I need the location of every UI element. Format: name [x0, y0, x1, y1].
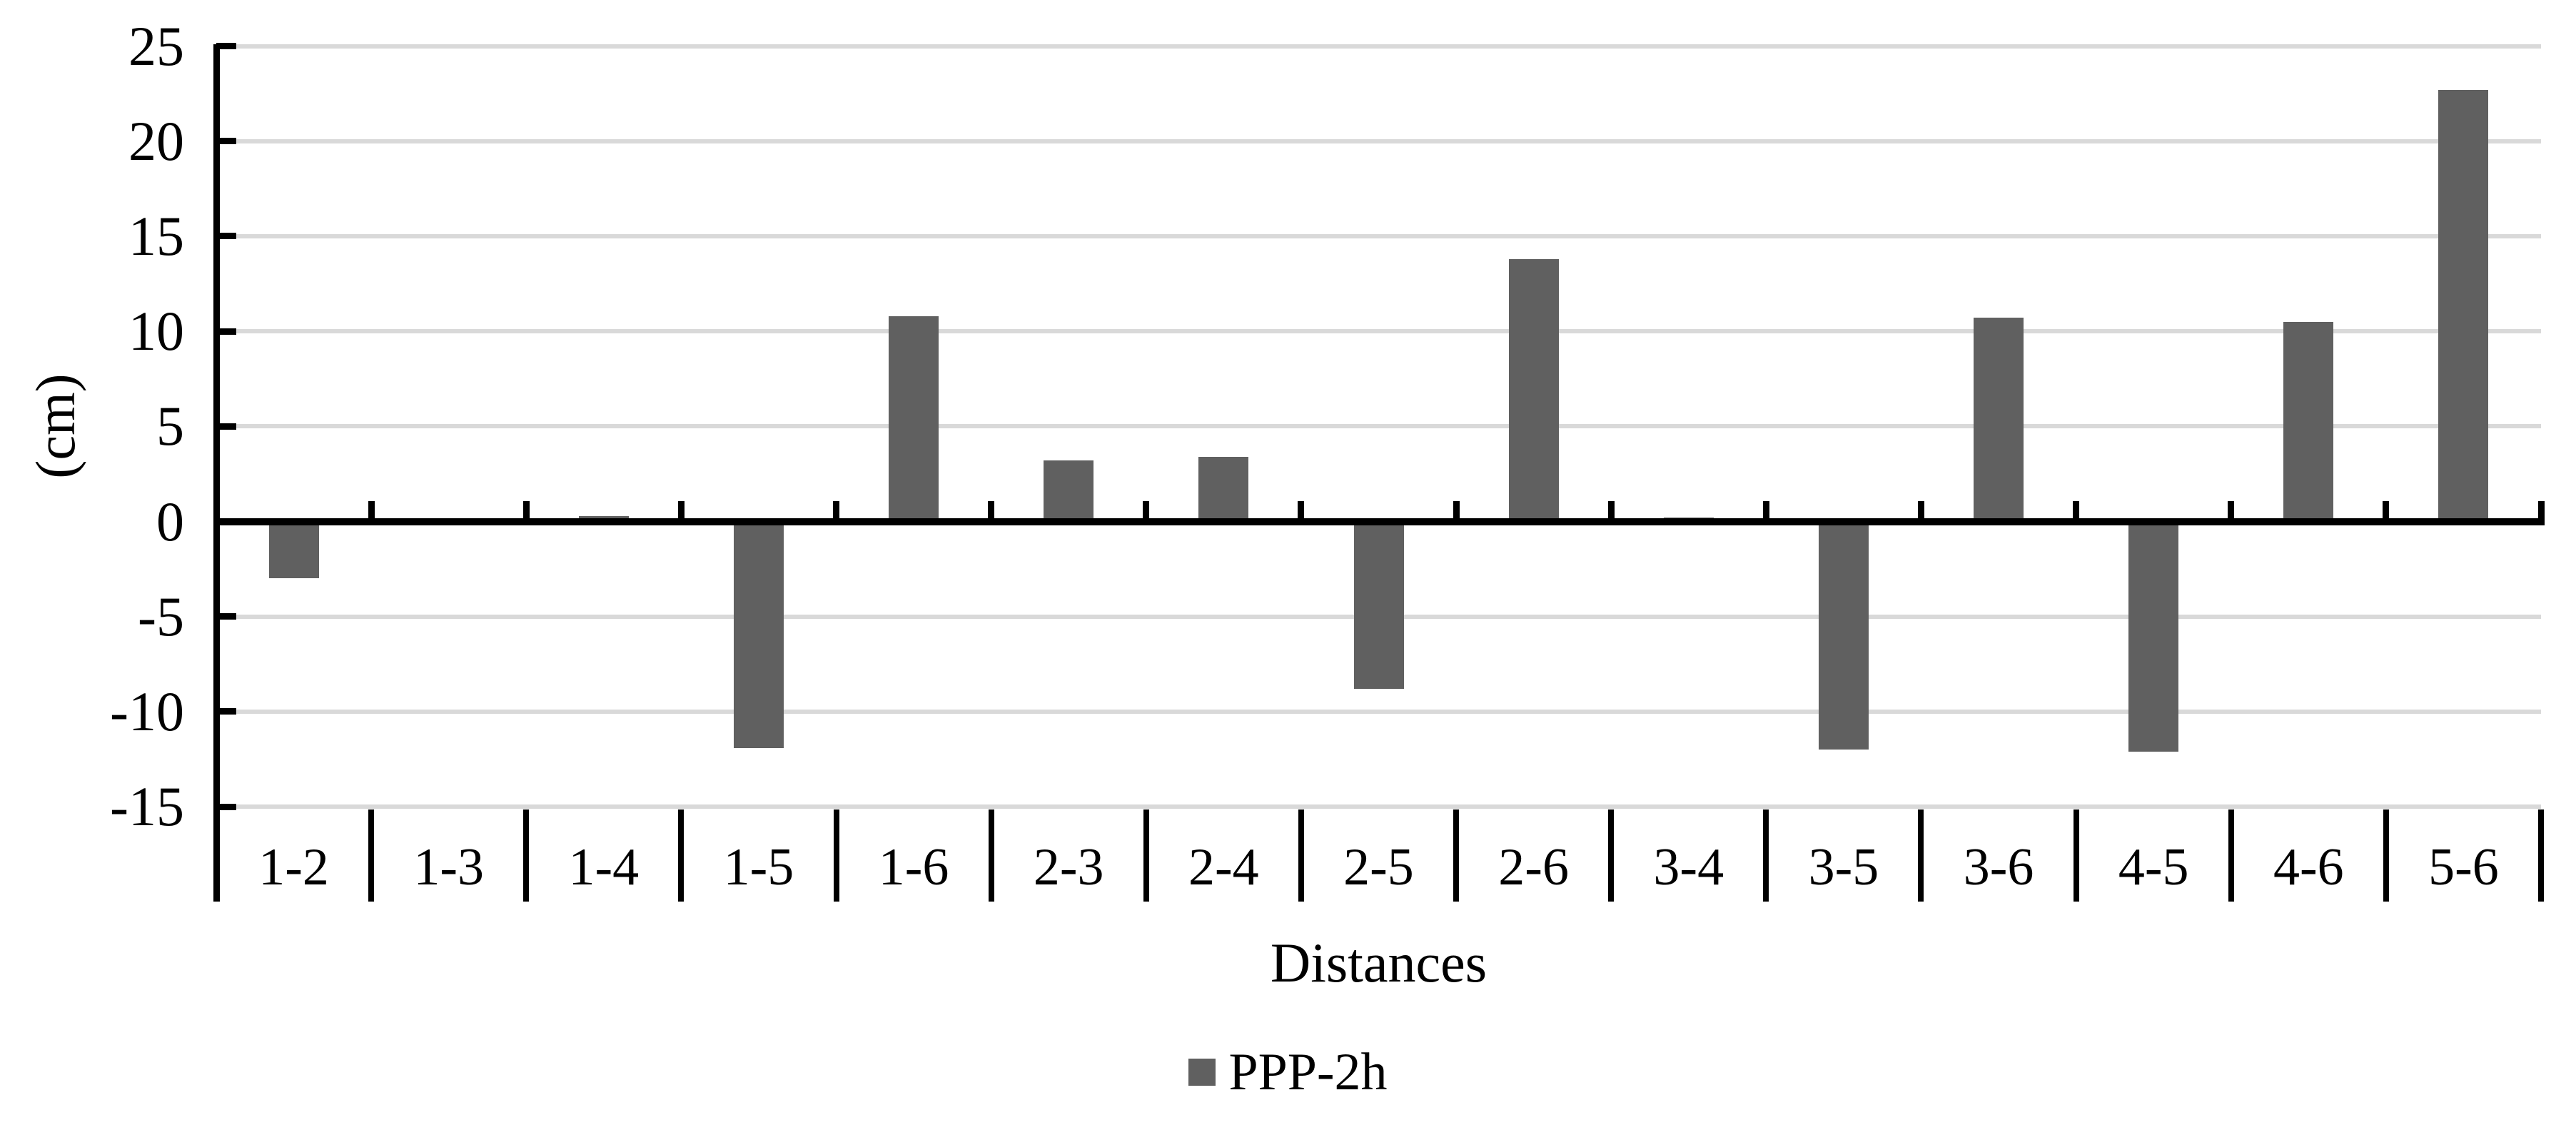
category-boundary-tick-12	[2073, 500, 2080, 525]
bar-4-5	[2128, 521, 2179, 752]
category-separator-7	[1298, 809, 1304, 902]
x-category-label-3-5: 3-5	[1808, 838, 1879, 897]
bar-2-4	[1198, 456, 1249, 522]
y-axis-title: (cm)	[24, 373, 86, 479]
category-boundary-tick-15	[2537, 500, 2545, 525]
category-boundary-tick-8	[1453, 500, 1460, 525]
category-separator-13	[2228, 809, 2234, 902]
bar-3-6	[1974, 318, 2024, 522]
category-boundary-tick-5	[988, 500, 995, 525]
y-axis-line	[213, 44, 220, 902]
y-tick-label-10: 10	[128, 300, 184, 363]
category-boundary-tick-14	[2383, 500, 2390, 525]
category-boundary-tick-6	[1143, 500, 1150, 525]
category-boundary-tick-10	[1762, 500, 1769, 525]
y-tick-label-25: 25	[128, 14, 184, 77]
category-boundary-tick-11	[1917, 500, 1924, 525]
x-category-label-1-2: 1-2	[258, 838, 329, 897]
y-tick-label-0: 0	[156, 490, 184, 553]
x-axis-title: Distances	[1270, 932, 1487, 994]
category-separator-1	[368, 809, 375, 902]
category-boundary-tick-0	[213, 500, 220, 525]
bar-1-5	[733, 521, 784, 748]
y-axis-tick-25	[216, 43, 236, 49]
bar-1-2	[268, 521, 319, 579]
gridline-5	[216, 424, 2541, 429]
category-boundary-tick-2	[522, 500, 530, 525]
y-tick-label-5: 5	[156, 395, 184, 458]
x-category-label-5-6: 5-6	[2428, 838, 2499, 897]
legend-marker-icon	[1188, 1059, 1216, 1086]
x-category-label-4-6: 4-6	[2273, 838, 2344, 897]
category-separator-4	[833, 809, 839, 902]
y-axis-tick--15	[216, 803, 236, 810]
legend: PPP-2h	[0, 1044, 2576, 1101]
x-category-label-2-3: 2-3	[1033, 838, 1104, 897]
category-separator-2	[523, 809, 530, 902]
category-separator-9	[1608, 809, 1615, 902]
x-axis-zero-line	[216, 518, 2541, 525]
category-boundary-tick-9	[1607, 500, 1615, 525]
x-category-label-3-6: 3-6	[1963, 838, 2034, 897]
x-category-label-2-5: 2-5	[1343, 838, 1414, 897]
y-axis-tick-0	[216, 518, 236, 525]
category-boundary-tick-7	[1298, 500, 1305, 525]
y-axis-tick--10	[216, 708, 236, 715]
y-tick-label--15: -15	[110, 775, 184, 838]
category-boundary-tick-4	[833, 500, 840, 525]
gridline--10	[216, 709, 2541, 714]
category-separator-15	[2538, 809, 2544, 902]
gridline-25	[216, 44, 2541, 49]
x-category-label-1-6: 1-6	[878, 838, 949, 897]
x-category-label-4-5: 4-5	[2118, 838, 2189, 897]
category-separator-11	[1918, 809, 1924, 902]
y-axis-tick-5	[216, 423, 236, 430]
x-category-label-2-4: 2-4	[1188, 838, 1259, 897]
y-axis-tick-20	[216, 138, 236, 145]
y-axis-tick-10	[216, 328, 236, 335]
x-category-label-1-4: 1-4	[568, 838, 640, 897]
x-category-label-1-5: 1-5	[723, 838, 794, 897]
y-tick-label--10: -10	[110, 680, 184, 742]
y-axis-tick--5	[216, 613, 236, 620]
bar-4-6	[2283, 321, 2334, 522]
bar-3-5	[1818, 521, 1869, 750]
category-separator-10	[1763, 809, 1769, 902]
bar-2-3	[1044, 460, 1094, 522]
category-separator-8	[1453, 809, 1460, 902]
x-category-label-1-3: 1-3	[413, 838, 485, 897]
category-boundary-tick-13	[2228, 500, 2235, 525]
category-separator-5	[988, 809, 994, 902]
bar-2-5	[1353, 521, 1404, 689]
gridline--15	[216, 804, 2541, 809]
category-separator-14	[2383, 809, 2389, 902]
legend-series-label: PPP-2h	[1228, 1043, 1388, 1101]
category-boundary-tick-1	[368, 500, 375, 525]
gridline-20	[216, 138, 2541, 143]
bar-2-6	[1508, 258, 1559, 522]
gridline-10	[216, 329, 2541, 334]
x-category-label-2-6: 2-6	[1498, 838, 1569, 897]
category-boundary-tick-3	[677, 500, 685, 525]
x-category-label-3-4: 3-4	[1653, 838, 1724, 897]
category-separator-12	[2073, 809, 2079, 902]
bar-1-6	[889, 316, 939, 522]
y-tick-label-20: 20	[128, 109, 184, 172]
y-axis-tick-15	[216, 233, 236, 240]
gridline-15	[216, 233, 2541, 238]
category-separator-6	[1143, 809, 1149, 902]
category-separator-0	[213, 809, 219, 902]
y-tick-label--5: -5	[138, 585, 184, 647]
category-separator-3	[678, 809, 685, 902]
bar-5-6	[2438, 89, 2489, 522]
y-tick-label-15: 15	[128, 204, 184, 267]
